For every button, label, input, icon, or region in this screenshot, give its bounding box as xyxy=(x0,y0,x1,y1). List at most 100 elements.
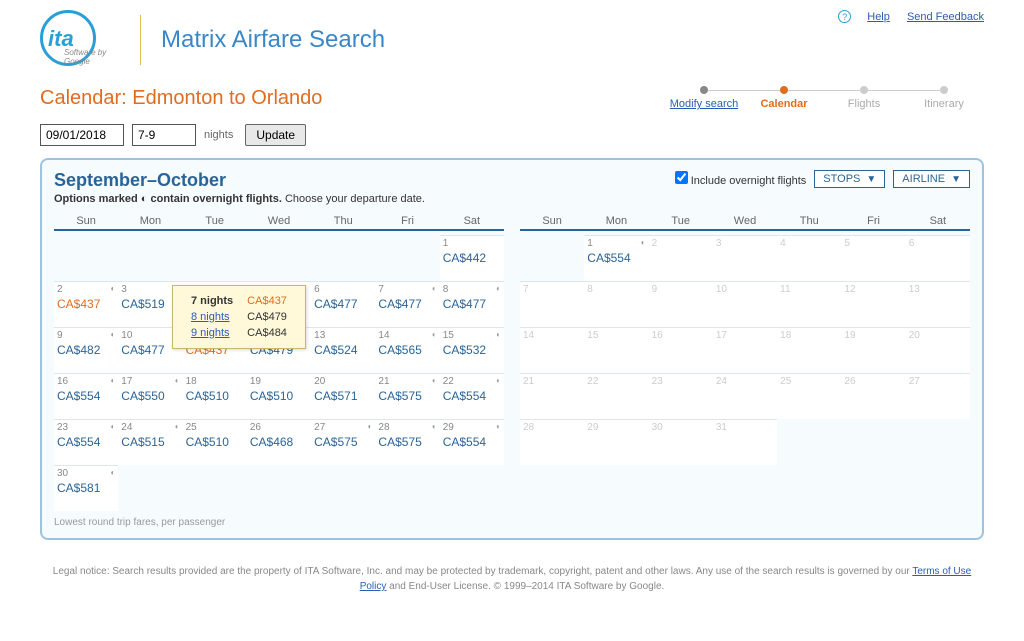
include-overnight-toggle[interactable]: Include overnight flights xyxy=(675,171,807,187)
ita-logo: ita Software by Google xyxy=(40,10,120,70)
dow-header: Sat xyxy=(440,215,504,227)
calendar-day[interactable]: 27◐CA$575 xyxy=(311,419,375,465)
calendar-day: 24 xyxy=(713,373,777,419)
dow-header: Thu xyxy=(777,215,841,227)
calendar-day: 18 xyxy=(777,327,841,373)
calendar-day[interactable]: 9◐CA$482 xyxy=(54,327,118,373)
help-link[interactable]: Help xyxy=(867,11,890,23)
calendar-day[interactable]: 18CA$510 xyxy=(183,373,247,419)
fare-price: CA$532 xyxy=(443,343,501,357)
calendar-day[interactable]: 8◐CA$477 xyxy=(440,281,504,327)
fare-price: CA$571 xyxy=(314,389,372,403)
step-calendar: Calendar xyxy=(744,86,824,110)
calendar-day: 16 xyxy=(649,327,713,373)
calendar-subtitle: Options marked ◐ contain overnight fligh… xyxy=(54,193,425,205)
fare-price: CA$477 xyxy=(378,297,436,311)
overnight-icon: ◐ xyxy=(368,422,373,431)
overnight-icon: ◐ xyxy=(110,468,115,477)
dow-header: Mon xyxy=(584,215,648,227)
calendar-day: 15 xyxy=(584,327,648,373)
calendar-day: 10 xyxy=(713,281,777,327)
stops-filter[interactable]: STOPS▼ xyxy=(814,170,885,188)
calendar-day[interactable]: 23◐CA$554 xyxy=(54,419,118,465)
chevron-down-icon: ▼ xyxy=(951,174,961,185)
nights-input[interactable] xyxy=(132,124,196,146)
calendar-day[interactable]: 6CA$477 xyxy=(311,281,375,327)
calendar-day[interactable]: 29◐CA$554 xyxy=(440,419,504,465)
calendar-day[interactable]: 13CA$524 xyxy=(311,327,375,373)
calendar-day: 17 xyxy=(713,327,777,373)
fare-price: CA$524 xyxy=(314,343,372,357)
calendar-day[interactable]: 14◐CA$565 xyxy=(375,327,439,373)
calendar-day: 19 xyxy=(841,327,905,373)
calendar-day: 13 xyxy=(906,281,970,327)
calendar-day: 21 xyxy=(520,373,584,419)
overnight-icon: ◐ xyxy=(496,330,501,339)
fare-price: CA$482 xyxy=(57,343,115,357)
step-flights: Flights xyxy=(824,86,904,110)
calendar-day[interactable]: 19CA$510 xyxy=(247,373,311,419)
tooltip-nights-link[interactable]: 8 nights xyxy=(191,311,230,323)
calendar-day[interactable]: 22◐CA$554 xyxy=(440,373,504,419)
calendar-day: 5 xyxy=(841,235,905,281)
dow-header: Sun xyxy=(520,215,584,227)
calendar-day[interactable]: 17◐CA$550 xyxy=(118,373,182,419)
fare-price: CA$437 xyxy=(57,297,115,311)
dow-header: Wed xyxy=(247,215,311,227)
calendar-day[interactable]: 16◐CA$554 xyxy=(54,373,118,419)
tooltip-nights-link[interactable]: 9 nights xyxy=(191,327,230,339)
fare-tooltip: 7 nightsCA$4378 nightsCA$4799 nightsCA$4… xyxy=(172,285,306,349)
calendar-day: 27 xyxy=(906,373,970,419)
fare-price: CA$554 xyxy=(57,435,115,449)
calendar-day[interactable]: 21◐CA$575 xyxy=(375,373,439,419)
calendar-day[interactable]: 26CA$468 xyxy=(247,419,311,465)
fare-price: CA$477 xyxy=(443,297,501,311)
step-modify-search[interactable]: Modify search xyxy=(664,86,744,110)
date-input[interactable] xyxy=(40,124,124,146)
month-october: SunMonTueWedThuFriSat 1◐CA$5542345678910… xyxy=(520,215,970,511)
legal-notice: Legal notice: Search results provided ar… xyxy=(40,564,984,594)
airline-filter[interactable]: AIRLINE▼ xyxy=(893,170,970,188)
calendar-grid: 1◐CA$55423456789101112131415161718192021… xyxy=(520,235,970,465)
calendar-day[interactable]: 1◐CA$554 xyxy=(584,235,648,281)
calendar-day: 31 xyxy=(713,419,777,465)
calendar-grid: 1CA$4422◐CA$4373◐CA$5194CA$4376CA$4777◐C… xyxy=(54,235,504,511)
calendar-day[interactable]: 7◐CA$477 xyxy=(375,281,439,327)
calendar-day[interactable]: 15◐CA$532 xyxy=(440,327,504,373)
calendar-day[interactable]: 28◐CA$575 xyxy=(375,419,439,465)
calendar-day[interactable]: 20CA$571 xyxy=(311,373,375,419)
calendar-day[interactable]: 30◐CA$581 xyxy=(54,465,118,511)
fare-price: CA$575 xyxy=(378,435,436,449)
update-button[interactable]: Update xyxy=(245,124,306,146)
progress-steps: Modify searchCalendarFlightsItinerary xyxy=(664,86,984,110)
dow-header: Sat xyxy=(906,215,970,227)
dow-header: Mon xyxy=(118,215,182,227)
calendar-day: 7 xyxy=(520,281,584,327)
calendar-day[interactable]: 1CA$442 xyxy=(440,235,504,281)
fare-price: CA$550 xyxy=(121,389,179,403)
nights-label: nights xyxy=(204,129,233,141)
fare-price: CA$510 xyxy=(186,389,244,403)
overnight-icon: ◐ xyxy=(432,330,437,339)
calendar-day[interactable]: 25CA$510 xyxy=(183,419,247,465)
step-itinerary: Itinerary xyxy=(904,86,984,110)
chevron-down-icon: ▼ xyxy=(866,174,876,185)
feedback-link[interactable]: Send Feedback xyxy=(907,11,984,23)
page-title: Calendar: Edmonton to Orlando xyxy=(40,87,322,110)
overnight-icon: ◐ xyxy=(110,422,115,431)
calendar-day[interactable]: 2◐CA$437 xyxy=(54,281,118,327)
brand-divider xyxy=(140,15,141,65)
fare-price: CA$554 xyxy=(443,389,501,403)
calendar-day[interactable]: 24◐CA$515 xyxy=(118,419,182,465)
calendar-day: 6 xyxy=(906,235,970,281)
overnight-icon: ◐ xyxy=(110,284,115,293)
calendar-day: 28 xyxy=(520,419,584,465)
dow-header: Tue xyxy=(649,215,713,227)
overnight-icon: ◐ xyxy=(110,376,115,385)
calendar-day: 9 xyxy=(649,281,713,327)
calendar-day: 4 xyxy=(777,235,841,281)
overnight-icon: ◐ xyxy=(496,376,501,385)
calendar-day: 11 xyxy=(777,281,841,327)
fare-price: CA$575 xyxy=(314,435,372,449)
calendar-range-title: September–October xyxy=(54,170,425,191)
